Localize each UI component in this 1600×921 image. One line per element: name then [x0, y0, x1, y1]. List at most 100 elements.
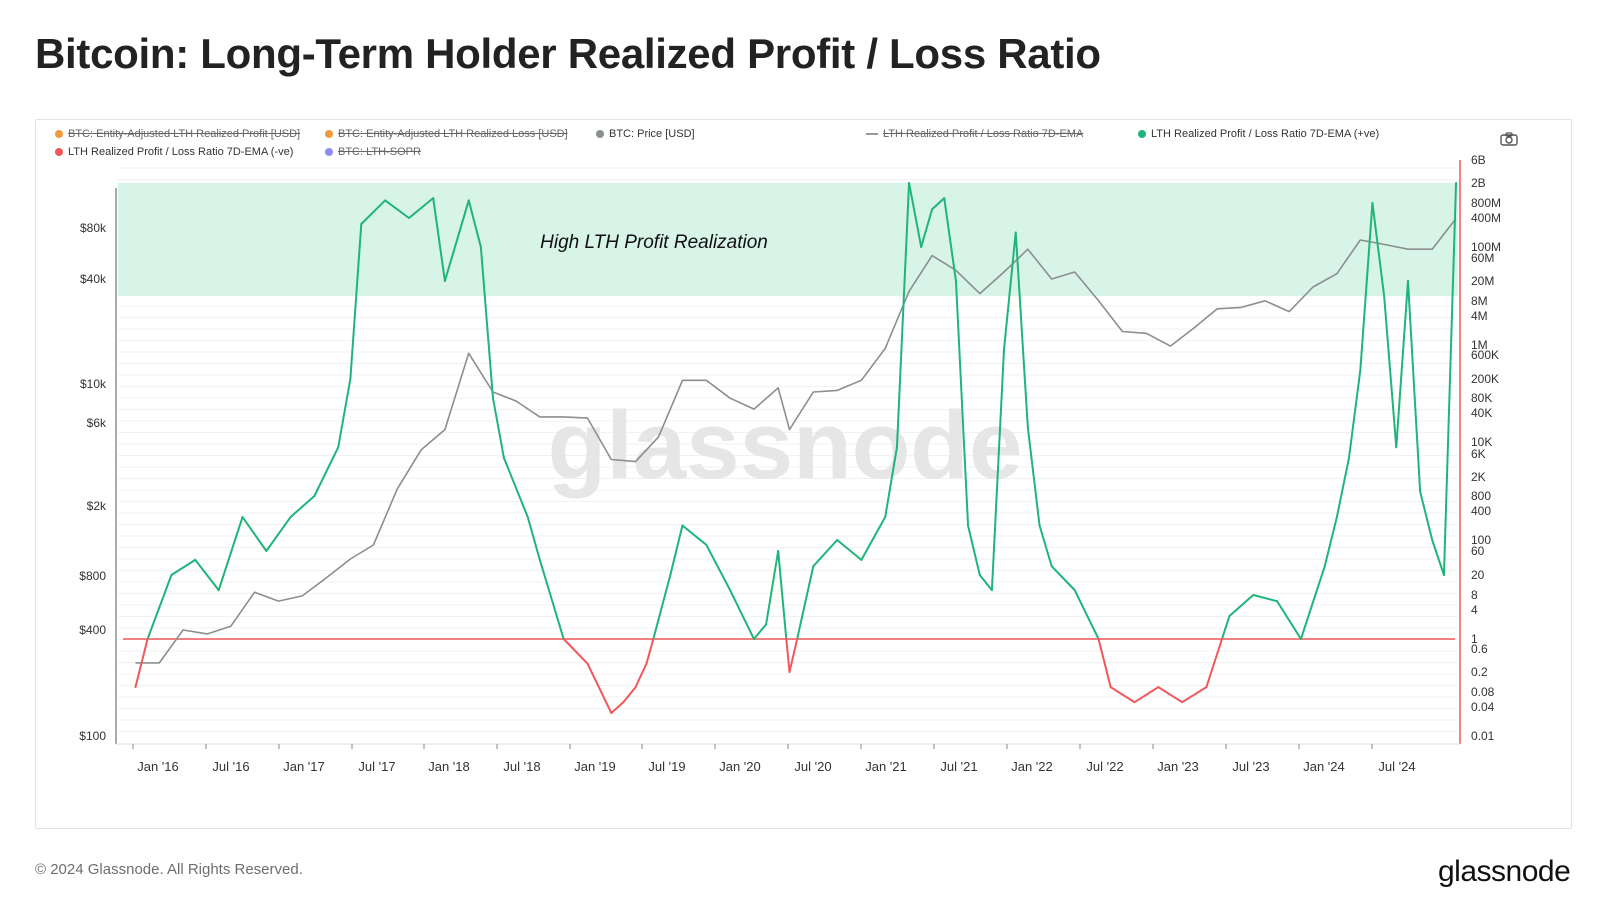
ratio-segment	[1406, 280, 1422, 493]
y-right-tick: 6K	[1471, 447, 1486, 461]
ratio-segment	[443, 199, 470, 282]
x-tick-label: Jan '18	[428, 759, 470, 774]
legend-label: LTH Realized Profit / Loss Ratio 7D-EMA …	[68, 146, 294, 158]
y-left-tick: $2k	[87, 499, 107, 513]
x-tick-label: Jan '22	[1011, 759, 1053, 774]
y-right-tick: 600K	[1471, 348, 1499, 362]
y-left-tick: $10k	[80, 377, 107, 391]
y-right-tick: 40K	[1471, 406, 1492, 420]
y-right-tick: 6B	[1471, 153, 1486, 167]
ratio-segment	[788, 638, 799, 673]
y-left-tick: $80k	[80, 221, 107, 235]
ratio-segment	[1335, 456, 1350, 519]
ratio-segment	[895, 182, 911, 449]
ratio-segment	[1109, 686, 1136, 704]
ratio-segment	[432, 197, 446, 282]
y-right-tick: 400M	[1471, 211, 1501, 225]
ratio-segment	[467, 199, 482, 248]
legend-item[interactable]: BTC: Entity-Adjusted LTH Realized Profit…	[55, 128, 300, 140]
legend-item[interactable]: LTH Realized Profit / Loss Ratio 7D-EMA …	[1138, 128, 1379, 140]
x-tick-label: Jan '20	[719, 759, 761, 774]
ratio-segment	[752, 623, 768, 640]
ratio-segment	[622, 686, 637, 704]
x-tick-label: Jan '16	[137, 759, 179, 774]
legend-label: BTC: LTH-SOPR	[338, 146, 421, 158]
ratio-negative-series	[134, 638, 1223, 715]
ratio-segment	[1359, 202, 1374, 372]
ratio-segment	[681, 524, 708, 546]
x-tick-label: Jul '17	[358, 759, 395, 774]
ratio-segment	[1026, 426, 1041, 527]
ratio-segment	[194, 558, 220, 592]
ratio-segment	[479, 246, 494, 399]
ratio-segment	[491, 397, 505, 459]
ratio-segment	[652, 574, 672, 640]
ratio-segment	[990, 348, 1006, 592]
ratio-segment	[1157, 686, 1184, 704]
ratio-segment	[1276, 600, 1302, 640]
legend-item[interactable]: BTC: Price [USD]	[596, 128, 695, 140]
ratio-segment	[170, 558, 197, 576]
x-tick-label: Jul '20	[794, 759, 831, 774]
footer-logo: glassnode	[1438, 855, 1571, 888]
ratio-segment	[1252, 594, 1279, 603]
legend-marker-icon	[1138, 130, 1146, 138]
x-tick-label: Jul '22	[1086, 759, 1123, 774]
y-right-tick: 0.01	[1471, 729, 1495, 743]
legend-item[interactable]: BTC: LTH-SOPR	[325, 146, 421, 158]
y-right-tick: 2B	[1471, 176, 1486, 190]
ratio-segment	[777, 550, 788, 640]
legend-label: LTH Realized Profit / Loss Ratio 7D-EMA …	[1151, 128, 1380, 140]
y-right-tick: 200K	[1471, 372, 1499, 386]
ratio-segment	[1133, 686, 1160, 704]
ratio-segment	[836, 539, 863, 561]
ratio-segment	[146, 574, 173, 640]
y-right-tick: 800M	[1471, 196, 1501, 210]
ratio-segment	[634, 662, 648, 689]
ratio-segment	[610, 701, 625, 715]
y-right-tick: 20M	[1471, 274, 1494, 288]
x-tick-label: Jan '21	[865, 759, 907, 774]
y-left-tick: $400	[79, 623, 106, 637]
price-series	[135, 218, 1457, 664]
ratio-segment	[967, 524, 981, 576]
ratio-segment	[1371, 202, 1386, 298]
legend-label: BTC: Price [USD]	[609, 128, 695, 140]
x-tick-label: Jul '23	[1232, 759, 1269, 774]
y-right-tick: 60	[1471, 544, 1485, 558]
ratio-segment	[502, 456, 529, 519]
ratio-segment	[765, 550, 780, 626]
ratio-segment	[796, 565, 815, 640]
ratio-segment	[562, 638, 589, 665]
y-right-tick: 1	[1471, 632, 1478, 646]
legend-item[interactable]: LTH Realized Profit / Loss Ratio 7D-EMA	[866, 128, 1083, 140]
y-right-tick: 60M	[1471, 251, 1494, 265]
ratio-segment	[729, 589, 755, 640]
watermark: glassnode	[548, 392, 1023, 499]
legend-item[interactable]: LTH Realized Profit / Loss Ratio 7D-EMA …	[55, 146, 293, 158]
x-tick-label: Jan '17	[283, 759, 325, 774]
ratio-segment	[1220, 615, 1231, 640]
ratio-segment	[1038, 524, 1053, 568]
ratio-segment	[669, 524, 684, 576]
ratio-segment	[538, 558, 565, 640]
ratio-segment	[1383, 295, 1398, 449]
camera-icon[interactable]	[1500, 132, 1518, 146]
y-right-tick: 400	[1471, 504, 1491, 518]
ratio-segment	[1323, 516, 1338, 568]
y-right-tick: 100M	[1471, 240, 1501, 254]
ratio-segment	[586, 662, 613, 715]
ratio-segment	[384, 199, 410, 219]
legend-label: LTH Realized Profit / Loss Ratio 7D-EMA	[883, 128, 1084, 140]
ratio-segment	[908, 182, 923, 248]
ratio-segment	[1431, 539, 1445, 576]
x-tick-label: Jan '24	[1303, 759, 1345, 774]
legend-item[interactable]: BTC: Entity-Adjusted LTH Realized Loss […	[325, 128, 568, 140]
legend-label: BTC: Entity-Adjusted LTH Realized Loss […	[338, 128, 568, 140]
y-right-tick: 4M	[1471, 309, 1488, 323]
ratio-segment	[407, 197, 435, 219]
y-left-tick: $40k	[80, 272, 107, 286]
ratio-segment	[360, 199, 387, 226]
legend-marker-icon	[866, 133, 878, 135]
legend-label: BTC: Entity-Adjusted LTH Realized Profit…	[68, 128, 301, 140]
